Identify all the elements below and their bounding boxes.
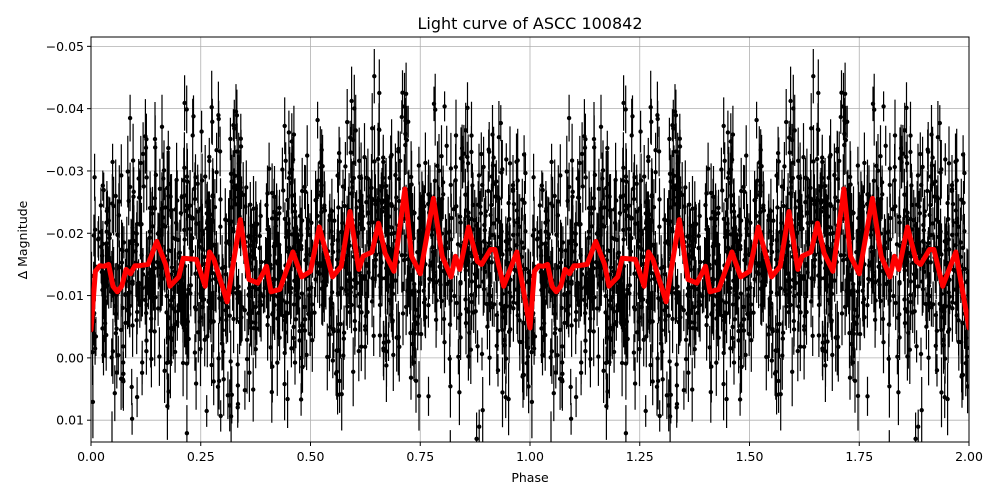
model-curve xyxy=(91,186,969,333)
y-axis-ticks: −0.05 −0.04 −0.03 −0.02 −0.01 0.00 0.01 xyxy=(46,39,91,428)
x-tick-label: 0.25 xyxy=(187,449,215,464)
y-tick-label: 0.00 xyxy=(56,350,84,365)
x-tick-label: 0.50 xyxy=(297,449,325,464)
x-tick-label: 1.50 xyxy=(736,449,764,464)
x-tick-label: 1.75 xyxy=(845,449,873,464)
x-axis-label: Phase xyxy=(511,470,549,485)
y-tick-label: −0.02 xyxy=(46,226,84,241)
y-tick-label: −0.03 xyxy=(46,163,84,178)
x-tick-label: 1.25 xyxy=(626,449,654,464)
y-tick-label: −0.04 xyxy=(46,101,84,116)
x-axis-ticks: 0.00 0.25 0.50 0.75 1.00 1.25 1.50 1.75 2.00 xyxy=(77,442,983,464)
x-tick-label: 2.00 xyxy=(955,449,983,464)
y-axis-label: Δ Magnitude xyxy=(15,200,30,279)
chart-title: Light curve of ASCC 100842 xyxy=(417,14,642,33)
data-points xyxy=(91,73,969,442)
y-tick-label: 0.01 xyxy=(56,413,84,428)
y-tick-label: −0.05 xyxy=(46,39,84,54)
x-tick-label: 0.75 xyxy=(406,449,434,464)
x-tick-label: 0.00 xyxy=(77,449,105,464)
y-tick-label: −0.01 xyxy=(46,288,84,303)
x-tick-label: 1.00 xyxy=(516,449,544,464)
